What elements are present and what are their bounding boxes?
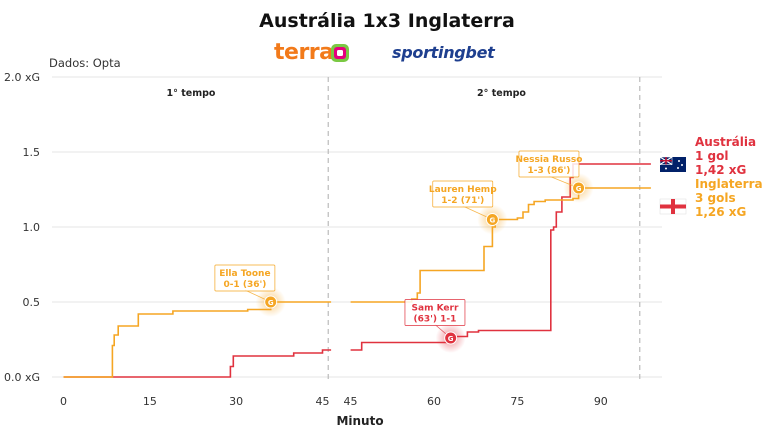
goal-scorer-name: Ella Toone: [219, 269, 270, 279]
goal-score-detail: (63') 1-1: [414, 315, 457, 325]
x-tick-label: 90: [594, 395, 608, 408]
goal-marker-label: G: [490, 217, 496, 225]
legend-xg-total: 1,26 xG: [695, 205, 746, 219]
goal-marker: [264, 295, 278, 309]
panel-title: 2° tempo: [477, 88, 526, 99]
goal-scorer-name: Sam Kerr: [412, 304, 459, 314]
legend-goals: 1 gol: [695, 149, 728, 163]
sportingbet-logo: sportingbet: [392, 43, 495, 62]
australia-flag-star: [677, 167, 679, 169]
goal-annotation-box: [214, 264, 276, 292]
legend-xg-total: 1,42 xG: [695, 163, 746, 177]
goal-score-detail: 0-1 (36'): [223, 280, 266, 290]
goal-annotation-box: [518, 150, 580, 178]
y-tick-label: 1.5: [23, 146, 41, 159]
data-source-label: Dados: Opta: [49, 56, 121, 70]
y-tick-label: 2.0 xG: [4, 71, 40, 84]
panel-title: 1° tempo: [167, 88, 216, 99]
australia-flag-star: [665, 167, 667, 170]
goal-scorer-name: Lauren Hemp: [429, 185, 497, 195]
x-tick-label: 15: [143, 395, 157, 408]
y-tick-label: 0.0 xG: [4, 371, 40, 384]
goal-score-detail: 1-2 (71'): [441, 196, 484, 206]
england-flag-cross: [660, 204, 686, 209]
goal-annotation-box: [404, 299, 466, 326]
legend-team-name: Austrália: [695, 135, 756, 149]
goal-marker: [444, 331, 458, 345]
goal-scorer-name: Nessia Russo: [516, 155, 583, 165]
y-tick-label: 1.0: [23, 221, 41, 234]
x-axis-title: Minuto: [336, 414, 383, 428]
x-tick-label: 45: [344, 395, 358, 408]
terra-logo-icon: [331, 44, 349, 62]
x-tick-label: 30: [229, 395, 243, 408]
australia-flag-star: [678, 160, 680, 162]
series-line-england: [350, 187, 651, 303]
legend-goals: 3 gols: [695, 191, 736, 205]
goal-score-detail: 1-3 (86'): [528, 166, 571, 176]
goal-marker: [485, 213, 499, 226]
series-line-england: [63, 301, 332, 378]
australia-flag-star: [681, 164, 683, 166]
goal-marker-label: G: [576, 185, 582, 193]
terra-logo: terra: [274, 40, 334, 65]
x-tick-label: 45: [315, 395, 329, 408]
goal-annotation-box: [432, 180, 494, 208]
x-tick-label: 60: [427, 395, 441, 408]
y-tick-label: 0.5: [23, 296, 41, 309]
chart-title: Austrália 1x3 Inglaterra: [259, 10, 515, 32]
goal-marker-label: G: [448, 335, 454, 343]
series-line-australia: [350, 163, 651, 351]
goal-marker-label: G: [268, 299, 274, 307]
x-tick-label: 75: [510, 395, 524, 408]
legend-team-name: Inglaterra: [695, 177, 763, 191]
series-line-australia: [63, 349, 332, 378]
goal-marker: [572, 181, 586, 195]
x-tick-label: 0: [60, 395, 67, 408]
